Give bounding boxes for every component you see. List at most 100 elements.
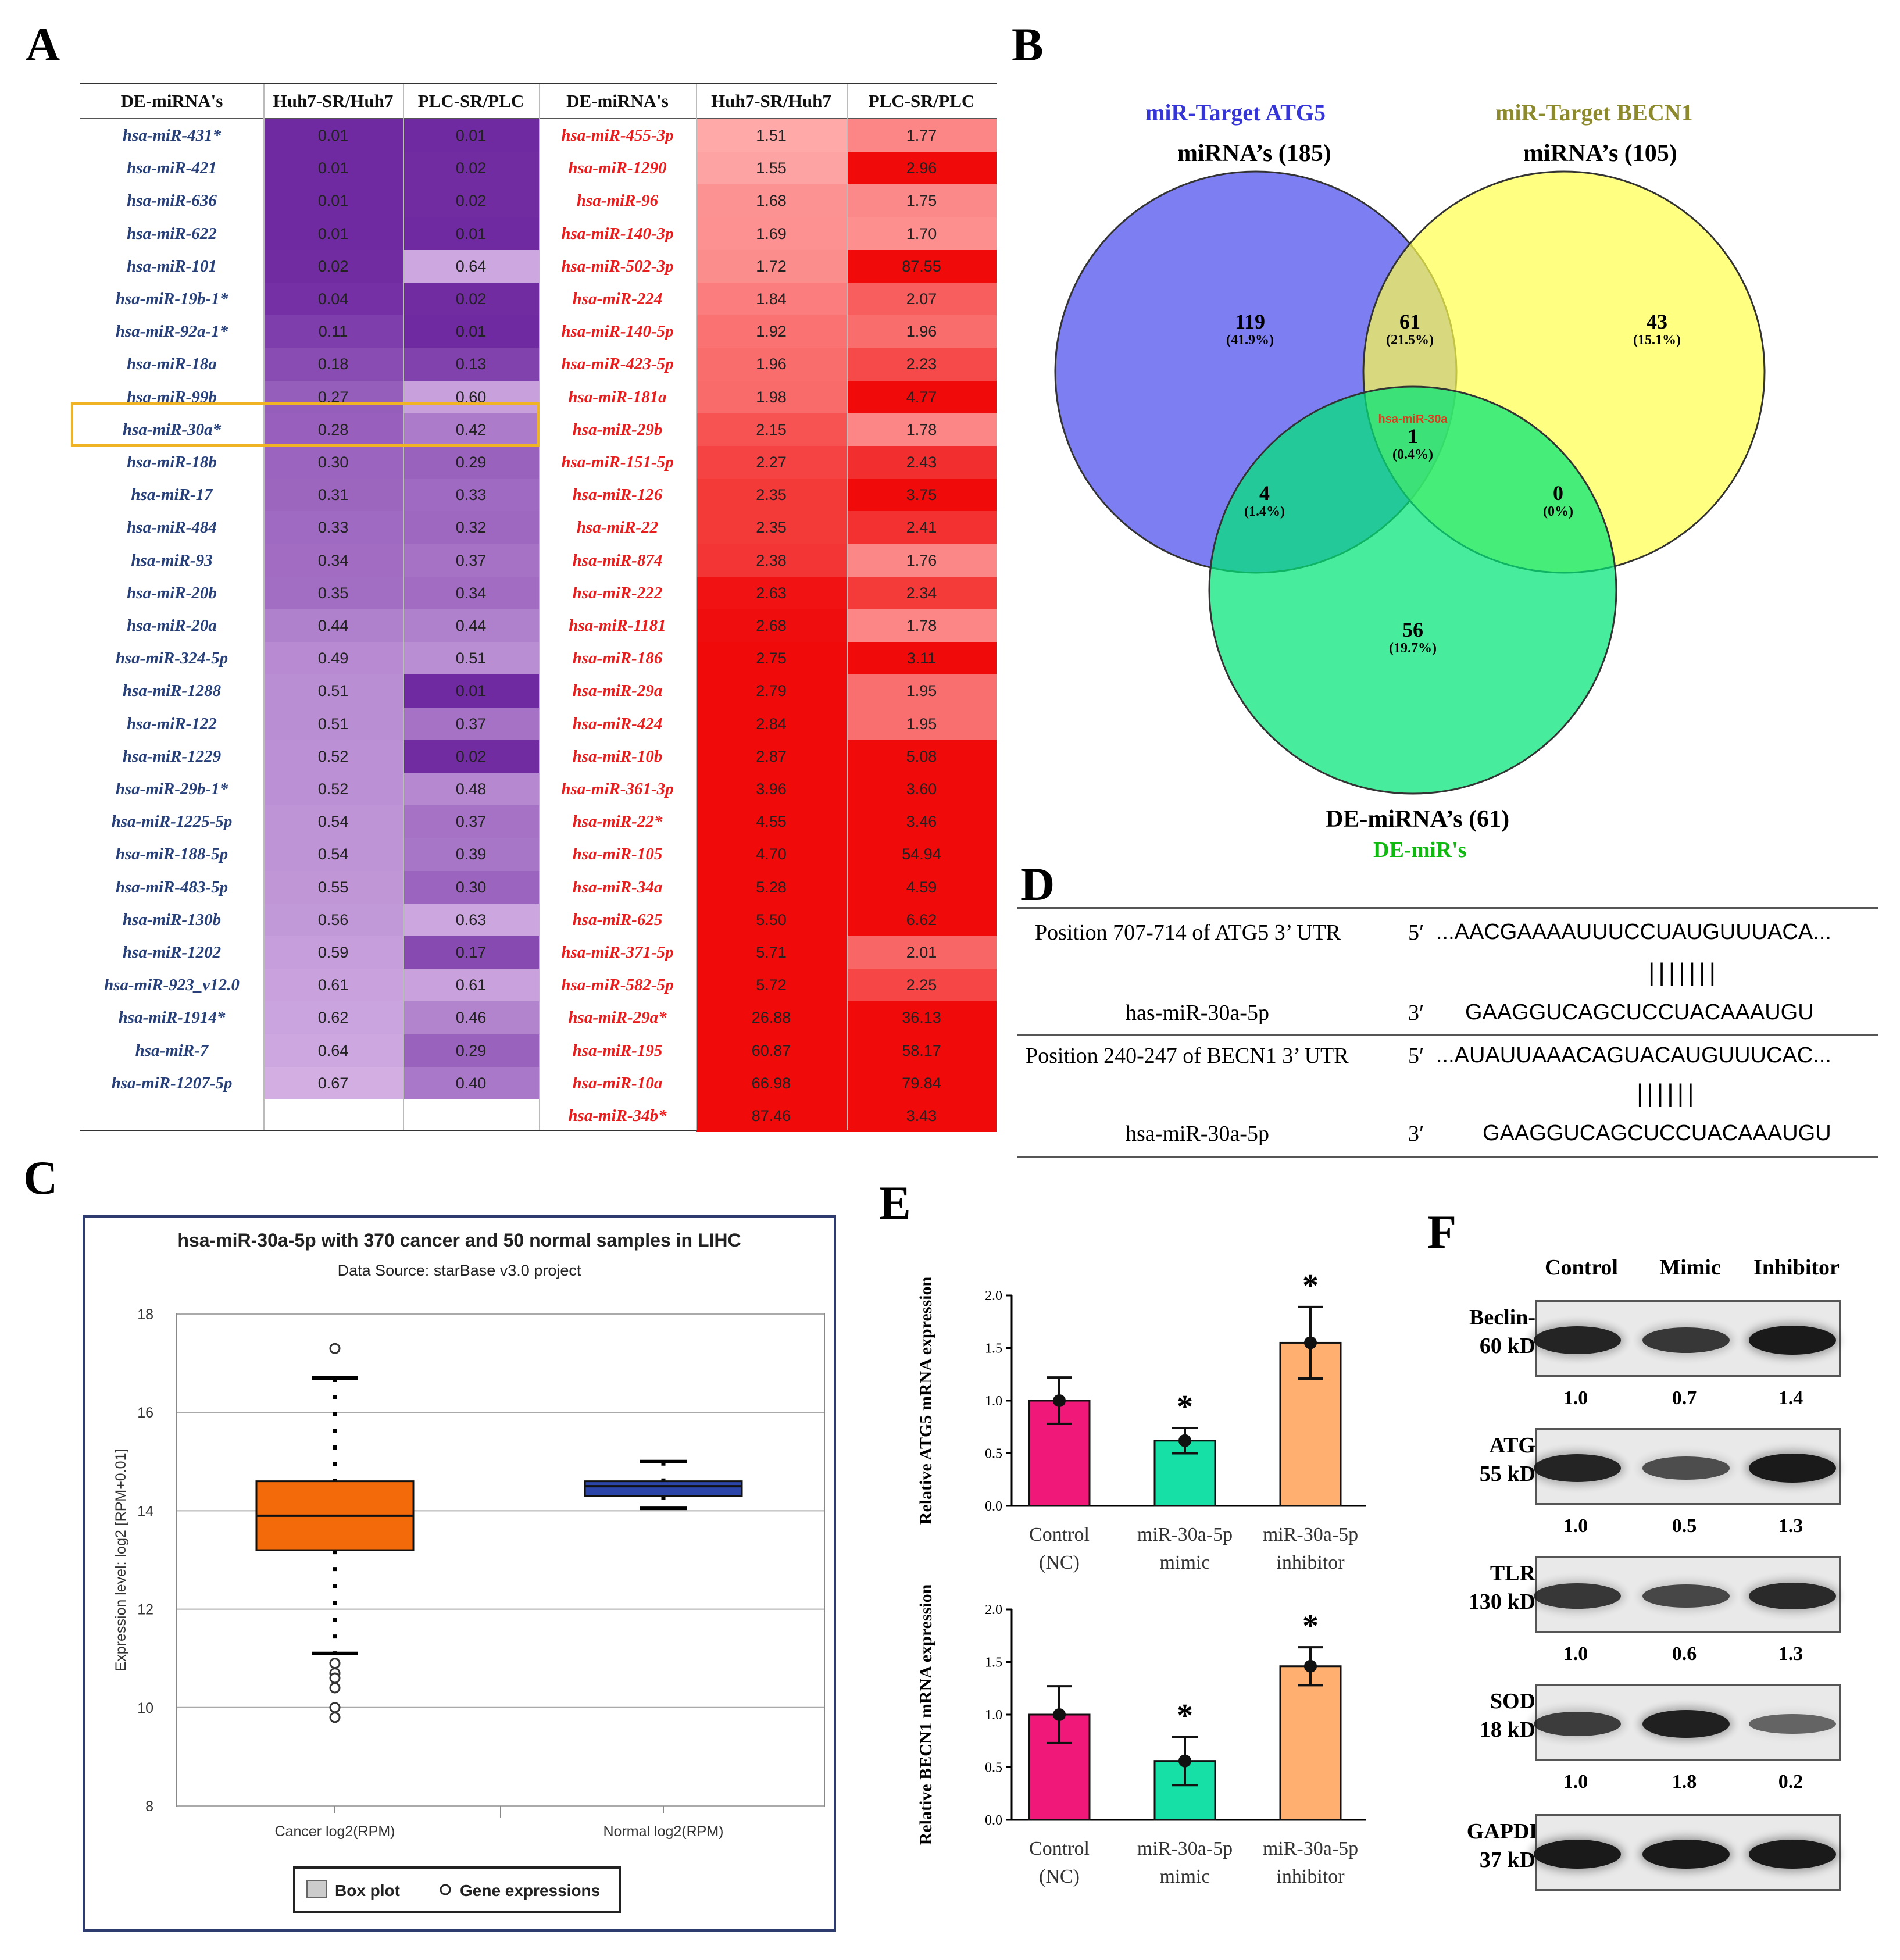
venn-region-becn1-only: 43 (15.1%) xyxy=(1633,310,1681,348)
down-fold-value: 0.02 xyxy=(403,184,539,217)
table-header-5: PLC-SR/PLC xyxy=(847,84,997,119)
up-mirna-name: hsa-miR-224 xyxy=(572,290,663,308)
venn-title-atg5: miR-Target ATG5 xyxy=(1145,99,1326,126)
down-fold-value: 0.67 xyxy=(263,1066,403,1099)
bar-y-axis-label: Relative BECN1 mRNA expression xyxy=(916,1584,935,1845)
boxplot-plot-area xyxy=(176,1313,825,1807)
up-fold-value: 66.98 xyxy=(696,1066,847,1099)
outlier-point xyxy=(329,1343,341,1354)
down-fold-value: 0.59 xyxy=(263,936,403,969)
up-mirna-name: hsa-miR-424 xyxy=(572,714,663,733)
venn-title-becn1: miR-Target BECN1 xyxy=(1495,99,1693,126)
protein-size: 18 kDa xyxy=(1479,1718,1547,1743)
band-quantification: 0.6 xyxy=(1672,1643,1697,1665)
mir30a-sequence-1: GAAGGUCAGCUCCUACAAAUGU xyxy=(1465,1000,1814,1024)
down-fold-value: 0.54 xyxy=(263,805,403,838)
up-mirna-name: hsa-miR-140-3p xyxy=(561,224,674,243)
mean-point xyxy=(1053,1394,1066,1407)
up-fold-value: 5.71 xyxy=(696,936,847,969)
up-mirna-name: hsa-miR-22 xyxy=(576,518,659,537)
bar-y-axis-label: Relative ATG5 mRNA expression xyxy=(916,1277,935,1525)
x-tick-label-line1: miR-30a-5p xyxy=(1137,1524,1233,1545)
mir30a-prime-2: 3′ xyxy=(1408,1122,1424,1146)
down-mirna-name: hsa-miR-17 xyxy=(131,485,213,505)
down-mirna-name: hsa-miR-7 xyxy=(135,1041,209,1060)
up-fold-value: 79.84 xyxy=(847,1066,997,1099)
x-tick-label: Normal log2(RPM) xyxy=(603,1823,724,1840)
down-mirna-name: hsa-miR-18a xyxy=(127,355,217,374)
table-column-divider xyxy=(539,84,540,1130)
up-fold-value: 2.34 xyxy=(847,576,997,609)
band-quantification: 1.0 xyxy=(1563,1387,1588,1409)
up-fold-value: 1.96 xyxy=(847,315,997,348)
x-tick-label-line2: inhibitor xyxy=(1276,1552,1345,1573)
down-mirna-name: hsa-miR-19b-1* xyxy=(115,290,228,308)
down-fold-value: 0.01 xyxy=(263,184,403,217)
outlier-point xyxy=(329,1682,341,1694)
protein-band xyxy=(1749,1840,1836,1869)
becn1-utr-sequence: ...AUAUUAAACAGUACAUGUUUCAC... xyxy=(1436,1043,1831,1068)
protein-band xyxy=(1749,1582,1836,1610)
up-fold-value: 3.75 xyxy=(847,479,997,512)
up-fold-value: 1.92 xyxy=(696,315,847,348)
down-fold-value: 0.52 xyxy=(263,773,403,806)
x-tick-label: Cancer log2(RPM) xyxy=(274,1823,395,1840)
up-mirna-name: hsa-miR-29a xyxy=(572,681,663,701)
blot-label: SOD1 18 kDa xyxy=(1424,1687,1547,1745)
venn-region-all-three: 1 (0.4%) xyxy=(1392,424,1433,462)
down-mirna-name: hsa-miR-92a-1* xyxy=(115,322,228,341)
protein-band xyxy=(1534,1454,1621,1482)
down-fold-value: 0.61 xyxy=(403,969,539,1002)
up-fold-value: 2.75 xyxy=(696,642,847,675)
up-fold-value: 60.87 xyxy=(696,1034,847,1067)
table-column-divider xyxy=(847,84,848,1130)
down-fold-value: 0.37 xyxy=(403,544,539,577)
mean-point xyxy=(1304,1659,1317,1673)
down-fold-value: 0.31 xyxy=(263,479,403,512)
table-header-3: DE-miRNA's xyxy=(539,84,696,119)
up-fold-value: 4.55 xyxy=(696,805,847,838)
mean-point xyxy=(1178,1434,1191,1447)
down-fold-value: 0.01 xyxy=(263,217,403,250)
divider-bottom xyxy=(1017,1156,1878,1158)
y-tick-label: 1.5 xyxy=(985,1341,1002,1356)
protein-band xyxy=(1642,1709,1730,1738)
venn-region-atg5-becn1: 61 (21.5%) xyxy=(1386,310,1434,348)
venn-region-atg5-de: 4 (1.4%) xyxy=(1244,481,1285,519)
mir30a-prime-1: 3′ xyxy=(1408,1001,1424,1025)
up-fold-value: 5.08 xyxy=(847,740,997,773)
table-column-divider xyxy=(403,84,404,1130)
outlier-point xyxy=(329,1712,341,1723)
y-tick-label: 1.0 xyxy=(985,1708,1002,1723)
down-mirna-name: hsa-miR-1202 xyxy=(122,943,222,962)
up-fold-value: 1.78 xyxy=(847,413,997,446)
y-tick-label: 0.5 xyxy=(985,1761,1002,1776)
down-mirna-name: hsa-miR-1207-5p xyxy=(111,1073,233,1093)
down-fold-value: 0.56 xyxy=(263,903,403,936)
venn-circle-de xyxy=(1208,385,1617,795)
down-mirna-name: hsa-miR-483-5p xyxy=(115,877,228,897)
up-fold-value: 1.75 xyxy=(847,184,997,217)
up-mirna-name: hsa-miR-105 xyxy=(572,845,663,864)
down-fold-value: 0.01 xyxy=(403,315,539,348)
divider-middle xyxy=(1017,1034,1878,1036)
protein-band xyxy=(1534,1840,1621,1869)
up-mirna-name: hsa-miR-181a xyxy=(568,387,667,406)
x-tick-label-line2: inhibitor xyxy=(1276,1866,1345,1887)
up-mirna-name: hsa-miR-29b xyxy=(572,420,663,439)
up-mirna-name: hsa-miR-140-5p xyxy=(561,322,674,341)
blot-label: Beclin-1 60 kDa xyxy=(1424,1304,1547,1361)
blot-label: GAPDH 37 kDa xyxy=(1424,1818,1547,1875)
up-fold-value: 1.70 xyxy=(847,217,997,250)
down-fold-value: 0.33 xyxy=(403,479,539,512)
significance-star: * xyxy=(1177,1698,1193,1734)
down-fold-value: 0.60 xyxy=(403,380,539,413)
down-fold-value: 0.28 xyxy=(263,413,403,446)
up-fold-value: 2.79 xyxy=(696,674,847,708)
down-fold-value: 0.46 xyxy=(403,1001,539,1034)
up-mirna-name: hsa-miR-371-5p xyxy=(561,943,674,962)
outlier-point xyxy=(329,1658,341,1669)
down-fold-value: 0.17 xyxy=(403,936,539,969)
blot-label: TLR9 130 kDa xyxy=(1424,1559,1547,1617)
venn-subtitle-de: DE-miR's xyxy=(1373,838,1467,862)
